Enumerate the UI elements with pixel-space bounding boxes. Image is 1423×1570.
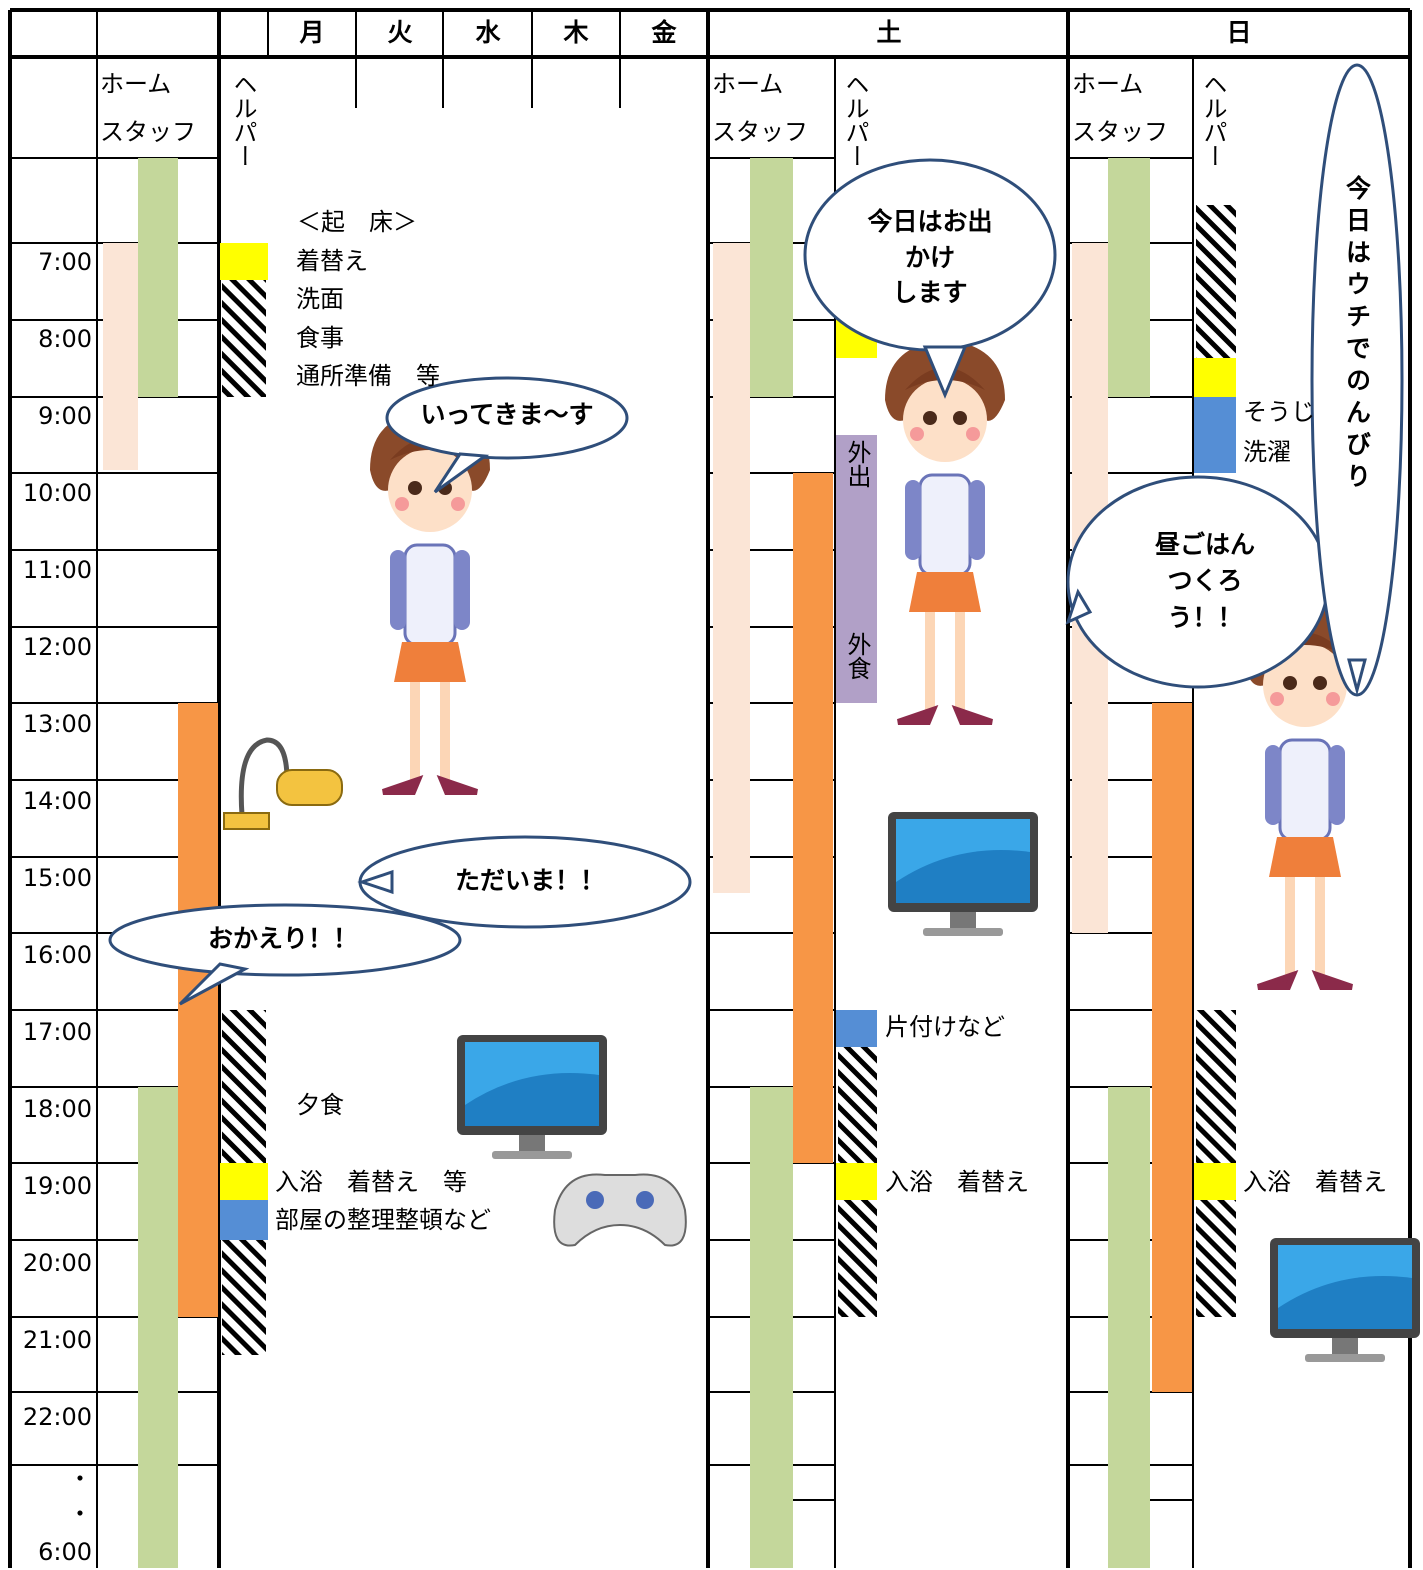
- time-label: 15:00: [23, 864, 92, 892]
- time-block: [222, 280, 266, 397]
- time-block: [1196, 1010, 1236, 1163]
- activity-note: 部屋の整理整頓など: [275, 1206, 491, 1234]
- time-block: [1196, 1200, 1236, 1317]
- time-block: [1194, 397, 1236, 473]
- time-label: 10:00: [23, 479, 92, 507]
- speech-bubbles: [108, 63, 1404, 1006]
- bubble-text: つくろ: [1167, 566, 1242, 595]
- bubble-text: かけ: [905, 243, 955, 272]
- day-label: 火: [387, 18, 412, 47]
- time-label: 12:00: [23, 633, 92, 661]
- day-label: 水: [475, 18, 501, 47]
- time-block: [836, 435, 877, 703]
- time-block: [750, 1087, 793, 1568]
- day-label: 日: [1226, 18, 1251, 47]
- bubble-text: 今日はお出: [867, 207, 992, 236]
- time-label: 20:00: [23, 1249, 92, 1277]
- time-label: ・: [68, 1500, 92, 1528]
- time-block: [1108, 158, 1150, 397]
- time-label: 22:00: [23, 1403, 92, 1431]
- time-label: 19:00: [23, 1172, 92, 1200]
- time-block: [1194, 1163, 1236, 1200]
- time-block: [838, 1047, 877, 1163]
- time-block: [793, 473, 833, 1163]
- bars: [103, 158, 1236, 1568]
- time-block: [220, 243, 268, 280]
- activity-note: 通所準備 等: [296, 362, 440, 390]
- activity-note: 着替え: [296, 247, 368, 275]
- home-label: スタッフ: [100, 118, 196, 146]
- time-block: [222, 1240, 266, 1355]
- day-label: 金: [650, 18, 677, 47]
- time-block: [178, 703, 218, 1317]
- activity-note: 食事: [296, 324, 344, 352]
- time-label: 17:00: [23, 1018, 92, 1046]
- time-label: 11:00: [23, 556, 92, 584]
- time-label: 14:00: [23, 787, 92, 815]
- activity-note: 洗濯: [1243, 438, 1291, 466]
- home-label: スタッフ: [1072, 118, 1168, 146]
- activity-note: 入浴 着替え: [1243, 1168, 1387, 1196]
- bubble-text: いってきま～す: [420, 400, 593, 429]
- time-block: [1194, 358, 1236, 397]
- bubble-text: おかえり！！: [208, 924, 358, 953]
- helper-label: ヘルパー: [1199, 72, 1227, 168]
- time-block: [220, 1163, 268, 1200]
- time-block: [103, 243, 138, 470]
- time-label: ・: [68, 1465, 92, 1493]
- home-label: ホーム: [100, 70, 171, 98]
- time-label: 16:00: [23, 941, 92, 969]
- bubble-text: う！！: [1167, 603, 1242, 632]
- time-block: [1152, 703, 1192, 1392]
- activity-note: 外食: [843, 632, 871, 680]
- time-block: [138, 158, 178, 397]
- time-block: [222, 1010, 266, 1163]
- home-label: ホーム: [712, 70, 783, 98]
- time-label: 9:00: [38, 402, 92, 430]
- activity-note: そうじ: [1243, 398, 1315, 426]
- time-label: 21:00: [23, 1326, 92, 1354]
- home-label: スタッフ: [712, 118, 808, 146]
- activity-note: 外出: [843, 440, 871, 488]
- activity-note: 入浴 着替え 等: [275, 1168, 467, 1196]
- bubble-text: ただいま！！: [455, 866, 605, 895]
- activity-note: 夕食: [296, 1091, 344, 1119]
- activity-note: 洗面: [296, 285, 344, 313]
- time-label: 8:00: [38, 325, 92, 353]
- activity-note: ＜起 床＞: [297, 208, 417, 236]
- time-block: [838, 1200, 877, 1317]
- home-label: ホーム: [1072, 70, 1143, 98]
- time-label: 18:00: [23, 1095, 92, 1123]
- time-label: 6:00: [38, 1538, 92, 1566]
- time-block: [1196, 205, 1236, 358]
- activity-note: 入浴 着替え: [885, 1168, 1029, 1196]
- day-label: 土: [876, 18, 901, 47]
- bubble-text: 今日はウチでのんびり: [1343, 174, 1372, 495]
- time-block: [1108, 1087, 1150, 1568]
- time-block: [750, 158, 793, 397]
- day-label: 木: [562, 18, 588, 47]
- time-block: [220, 1200, 268, 1240]
- clip-art: [223, 340, 1420, 1362]
- time-block: [836, 1010, 877, 1047]
- time-block: [713, 243, 750, 893]
- activity-note: 片付けなど: [885, 1013, 1005, 1041]
- time-label: 13:00: [23, 710, 92, 738]
- time-label: 7:00: [38, 248, 92, 276]
- time-block: [138, 1087, 178, 1568]
- bubble-text: 昼ごはん: [1155, 530, 1255, 559]
- time-block: [836, 1163, 877, 1200]
- helper-label: ヘルパー: [229, 72, 257, 168]
- bubble-text: します: [892, 278, 967, 307]
- day-label: 月: [298, 18, 324, 47]
- helper-label: ヘルパー: [841, 72, 869, 168]
